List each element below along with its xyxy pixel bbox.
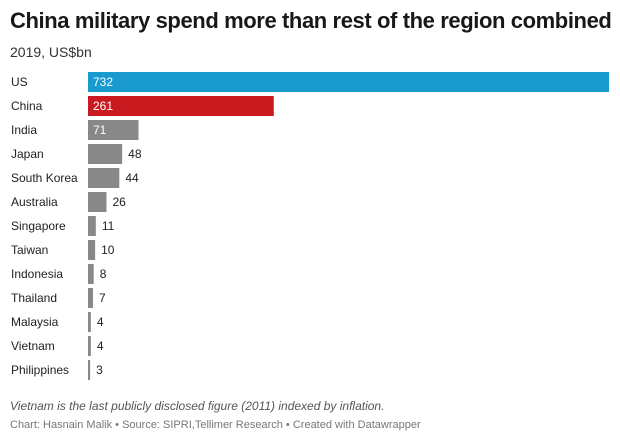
credit-separator: •: [285, 419, 290, 431]
bar: [88, 96, 274, 116]
value-label: 4: [97, 315, 104, 329]
value-label: 11: [102, 219, 115, 233]
category-label: India: [11, 123, 37, 137]
value-label: 10: [101, 243, 115, 257]
bar: [88, 144, 123, 164]
bar: [88, 312, 91, 332]
value-label: 732: [93, 75, 113, 89]
value-label: 3: [96, 363, 103, 377]
category-label: Japan: [11, 147, 44, 161]
category-label: Singapore: [11, 219, 66, 233]
category-label: Taiwan: [11, 243, 48, 257]
chart-footnote: Vietnam is the last publicly disclosed f…: [10, 399, 385, 413]
credit-separator: •: [115, 419, 120, 431]
bar: [88, 336, 91, 356]
category-label: Indonesia: [11, 267, 63, 281]
value-label: 8: [100, 267, 107, 281]
chart-title: China military spend more than rest of t…: [10, 8, 612, 33]
bar: [88, 72, 609, 92]
value-label: 48: [128, 147, 142, 161]
value-label: 26: [113, 195, 127, 209]
credit-author: Chart: Hasnain Malik: [10, 419, 113, 431]
value-label: 261: [93, 99, 113, 113]
bar: [88, 168, 120, 188]
category-label: China: [11, 99, 43, 113]
bar: [88, 192, 107, 212]
bar: [88, 216, 96, 236]
category-label: Philippines: [11, 363, 69, 377]
category-label: Australia: [11, 195, 58, 209]
chart-subtitle: 2019, US$bn: [10, 44, 92, 60]
category-label: Thailand: [11, 291, 57, 305]
credit-source: Source: SIPRI,Tellimer Research: [122, 419, 283, 431]
credit-tool: Created with Datawrapper: [292, 419, 421, 431]
bar: [88, 120, 139, 140]
category-label: South Korea: [11, 171, 78, 185]
category-label: US: [11, 75, 28, 89]
chart-credits: Chart: Hasnain Malik • Source: SIPRI,Tel…: [10, 419, 421, 431]
bar: [88, 288, 93, 308]
value-label: 71: [93, 123, 107, 137]
bar: [88, 240, 96, 260]
value-label: 4: [97, 339, 104, 353]
value-label: 7: [99, 291, 106, 305]
category-label: Vietnam: [11, 339, 55, 353]
bar: [88, 360, 91, 380]
value-label: 44: [125, 171, 139, 185]
category-label: Malaysia: [11, 315, 59, 329]
bar: [88, 264, 94, 284]
